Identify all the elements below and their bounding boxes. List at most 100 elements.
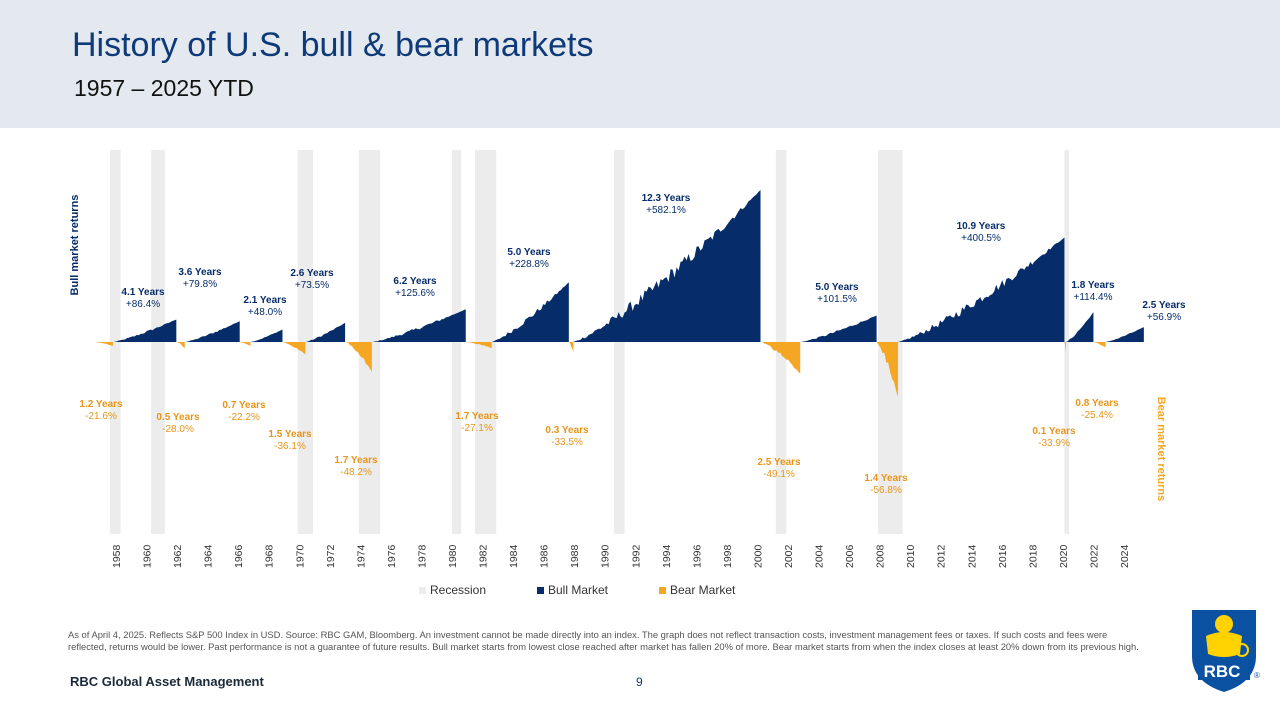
x-tick-label: 1998 [722,544,734,568]
bull-market-area [371,309,466,342]
registered-mark: ® [1254,671,1260,680]
bear-market-duration-label: 0.5 Years [156,412,200,423]
bull-market-return-label: +400.5% [961,233,1001,244]
x-tick-label: 1960 [142,544,154,568]
bear-market-area [345,342,372,372]
x-tick-label: 1988 [569,544,581,568]
x-tick-label: 1978 [416,544,428,568]
x-tick-label: 1970 [294,544,306,568]
x-tick-label: 1990 [600,544,612,568]
bear-market-area [568,342,574,353]
bear-market-area [1064,342,1066,353]
logo-text-band [1198,662,1250,680]
x-tick-label: 2010 [905,544,917,568]
bear-market-area [94,342,113,346]
bear-market-area [760,342,801,374]
bull-market-duration-label: 12.3 Years [642,193,691,204]
bull-market-area [112,319,177,342]
legend-swatch-bear [659,586,666,594]
bull-market-duration-label: 5.0 Years [815,282,859,293]
bear-market-area [177,342,185,349]
x-tick-label: 1964 [203,544,215,568]
bear-market-return-label: -21.6% [85,411,117,422]
bull-market-return-label: +101.5% [817,294,857,305]
bear-market-duration-label: 1.5 Years [268,429,312,440]
bull-market-area [250,329,283,342]
bear-market-duration-label: 1.2 Years [79,399,123,410]
bear-market-duration-label: 0.3 Years [545,425,589,436]
bear-market-area [876,342,898,398]
legend-swatch-bull [537,586,544,594]
x-tick-label: 1962 [172,544,184,568]
x-tick-label: 2014 [966,544,978,568]
x-tick-label: 2002 [783,544,795,568]
page-title: History of U.S. bull & bear markets [72,26,594,64]
bear-market-duration-label: 2.5 Years [757,457,801,468]
bull-market-duration-label: 6.2 Years [393,276,437,287]
globe-icon [1235,643,1249,657]
x-tick-label: 2006 [844,544,856,568]
bull-market-duration-label: 2.6 Years [290,268,334,279]
bull-market-return-label: +582.1% [646,205,686,216]
bear-market-area [282,342,306,355]
legend-item-bear: Bear Market [659,583,735,597]
bear-market-duration-label: 1.7 Years [334,455,378,466]
bull-market-duration-label: 1.8 Years [1071,280,1115,291]
x-tick-label: 2016 [997,544,1009,568]
bull-market-duration-label: 2.5 Years [1142,300,1186,311]
bear-market-return-label: -27.1% [461,423,493,434]
bear-market-return-label: -49.1% [763,469,795,480]
legend-label-bull: Bull Market [548,583,609,597]
bull-bear-chart: 1958 1960 1962 1964 1966 1968 1970 1972 1974 1976… [69,150,1186,568]
x-tick-label: 1968 [264,544,276,568]
bull-market-area [800,315,877,342]
bull-market-area [491,282,569,342]
bear-market-return-label: -33.5% [551,437,583,448]
logo-text: RBC [1204,662,1241,681]
bull-market-duration-label: 5.0 Years [507,247,551,258]
lion-body-icon [1206,632,1242,657]
bear-market-duration-label: 0.1 Years [1032,426,1076,437]
x-tick-label: 1966 [233,544,245,568]
header-band: History of U.S. bull & bear markets 1957… [0,0,1280,128]
chart-legend: Recession Bull Market Bear Market [0,583,1280,599]
x-tick-label: 2020 [1058,544,1070,568]
x-tick-label: 1996 [691,544,703,568]
x-tick-label: 1972 [325,544,337,568]
page-number: 9 [636,675,643,689]
page-subtitle: 1957 – 2025 YTD [74,75,254,101]
x-tick-label: 1958 [111,544,123,568]
lion-head-icon [1215,615,1233,633]
bull-market-area [305,322,346,342]
x-tick-label: 1986 [539,544,551,568]
bull-market-return-label: +125.6% [395,288,435,299]
bull-market-duration-label: 4.1 Years [121,287,165,298]
bull-market-return-label: +79.8% [183,279,217,290]
bear-market-duration-label: 1.7 Years [455,411,499,422]
bull-market-area [572,190,761,342]
bull-market-area [897,237,1065,342]
x-tick-label: 2008 [875,544,887,568]
bull-market-area [184,321,240,342]
bull-market-duration-label: 10.9 Years [957,221,1006,232]
bull-market-return-label: +73.5% [295,280,329,291]
bear-market-return-label: -56.8% [870,485,902,496]
x-tick-label: 1992 [630,544,642,568]
bull-market-area [1105,327,1144,342]
bear-market-return-label: -25.4% [1081,410,1113,421]
bear-market-return-label: -28.0% [162,424,194,435]
x-tick-label: 1976 [386,544,398,568]
bear-market-area [1093,342,1106,348]
legend-label-recession: Recession [430,583,487,597]
bear-market-area [239,342,251,347]
bull-market-duration-label: 2.1 Years [243,295,287,306]
x-tick-label: 1980 [447,544,459,568]
bear-market-duration-label: 0.7 Years [222,400,266,411]
x-tick-label: 1984 [508,544,520,568]
legend-item-bull: Bull Market [537,583,608,597]
y-axis-label-bear: Bear market returns [1155,397,1167,502]
bull-market-return-label: +228.8% [509,259,549,270]
bear-market-duration-label: 0.8 Years [1075,398,1119,409]
bull-market-return-label: +56.9% [1147,312,1181,323]
x-tick-label: 2022 [1088,544,1100,568]
